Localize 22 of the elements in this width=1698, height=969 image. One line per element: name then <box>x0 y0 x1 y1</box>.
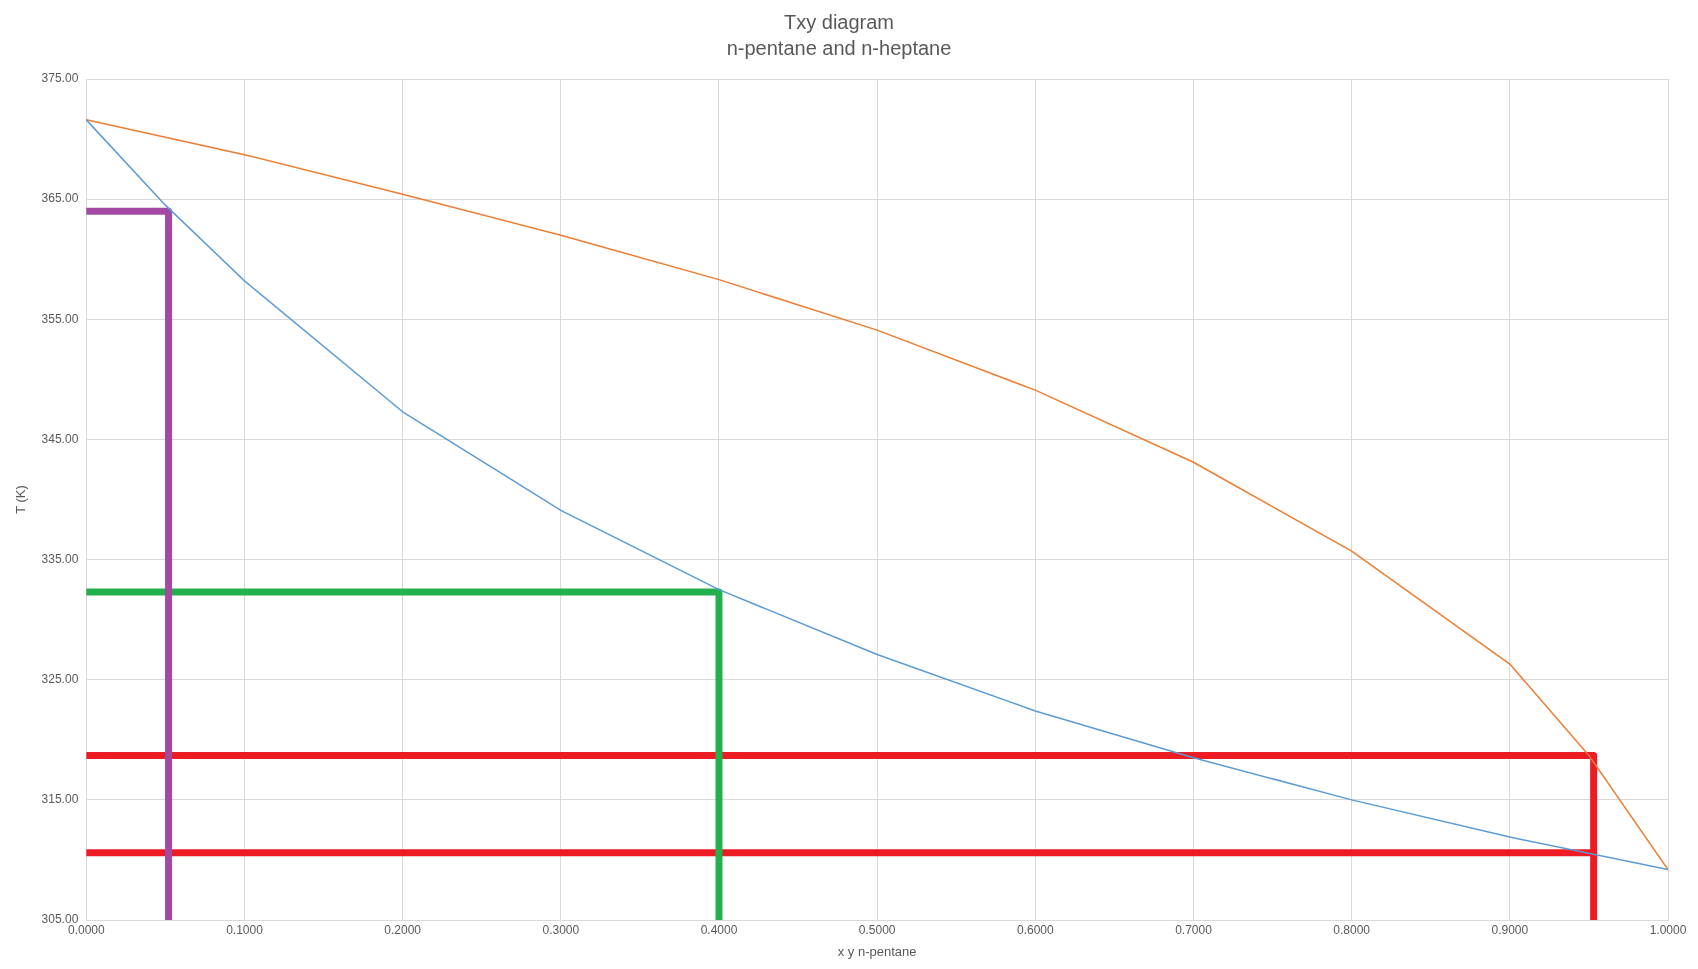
x-tick-label: 0.4000 <box>700 922 738 937</box>
x-tick-label: 0.3000 <box>542 922 580 937</box>
x-tick-label: 0.1000 <box>226 922 264 937</box>
x-tick-label: 0.6000 <box>1016 922 1054 937</box>
y-tick-label: 355.00 <box>41 311 79 326</box>
x-tick-label: 0.0000 <box>67 922 105 937</box>
x-tick-label: 0.9000 <box>1491 922 1529 937</box>
x-axis-title: x y n-pentane <box>837 943 917 959</box>
x-tick-label: 1.0000 <box>1649 922 1687 937</box>
x-tick-label: 0.7000 <box>1175 922 1213 937</box>
y-tick-label: 375.00 <box>41 71 79 86</box>
y-axis-title: T (K) <box>13 485 29 514</box>
y-tick-label: 365.00 <box>41 191 79 206</box>
y-tick-label: 335.00 <box>41 551 79 566</box>
x-tick-label: 0.5000 <box>858 922 896 937</box>
x-tick-label: 0.2000 <box>384 922 422 937</box>
y-tick-label: 325.00 <box>41 672 79 687</box>
y-tick-label: 345.00 <box>41 431 79 446</box>
y-tick-label: 315.00 <box>41 792 79 807</box>
chart-title: Txy diagram <box>783 10 895 33</box>
chart-subtitle: n-pentane and n-heptane <box>726 36 952 59</box>
x-tick-label: 0.8000 <box>1333 922 1371 937</box>
